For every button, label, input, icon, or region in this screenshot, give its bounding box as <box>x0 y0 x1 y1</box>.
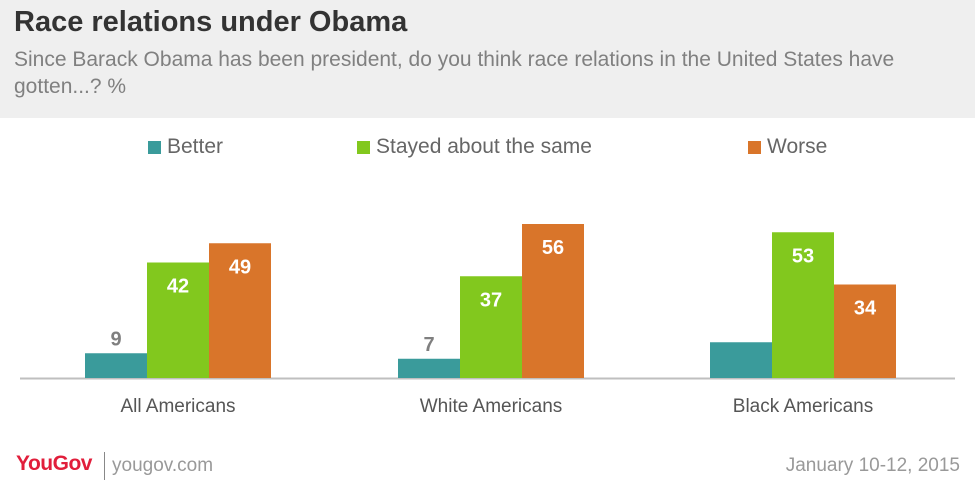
category-label-2: Black Americans <box>733 396 873 417</box>
data-label-worse-1: 56 <box>542 237 564 259</box>
data-label-stayed-about-the-same-0: 42 <box>167 276 189 298</box>
category-label-1: White Americans <box>420 396 563 417</box>
bar-chart: 9 42 49 All Americans 7 37 56 White Americans 13… <box>20 224 955 417</box>
legend-label-same: Stayed about the same <box>376 135 592 158</box>
bar-better-1 <box>398 358 460 378</box>
chart-title: Race relations under Obama <box>14 6 408 38</box>
data-label-worse-0: 49 <box>229 256 251 278</box>
footer-site: yougov.com <box>112 455 214 476</box>
bar-better-2 <box>710 342 772 378</box>
data-label-worse-2: 34 <box>854 298 877 320</box>
legend-item-same: Stayed about the same <box>357 134 592 160</box>
bar-worse-2 <box>834 284 896 378</box>
data-label-better-1: 7 <box>423 334 434 356</box>
bar-stayed-about-the-same-1 <box>460 276 522 378</box>
footer-divider <box>104 452 105 480</box>
header-band: Race relations under Obama Since Barack … <box>0 0 975 118</box>
chart-subtitle: Since Barack Obama has been president, d… <box>14 48 895 98</box>
legend-swatch-better <box>148 140 161 154</box>
bar-worse-1 <box>522 224 584 378</box>
bar-worse-0 <box>209 243 271 378</box>
data-label-stayed-about-the-same-2: 53 <box>792 245 814 267</box>
legend-swatch-worse <box>748 140 761 154</box>
legend-label-worse: Worse <box>767 135 828 158</box>
legend-swatch-same <box>357 140 370 154</box>
bar-better-0 <box>85 353 147 378</box>
category-label-0: All Americans <box>120 396 235 417</box>
legend-label-better: Better <box>167 135 224 158</box>
bar-stayed-about-the-same-2 <box>772 232 834 378</box>
data-label-better-0: 9 <box>110 328 121 350</box>
legend-item-better: Better <box>148 134 223 160</box>
bar-stayed-about-the-same-0 <box>147 262 209 378</box>
data-label-better-2: 13 <box>730 317 752 339</box>
data-label-stayed-about-the-same-1: 37 <box>480 289 502 311</box>
yougov-logo: YouGov <box>16 452 92 475</box>
legend-item-worse: Worse <box>748 134 827 160</box>
footer-date: January 10-12, 2015 <box>785 455 960 476</box>
